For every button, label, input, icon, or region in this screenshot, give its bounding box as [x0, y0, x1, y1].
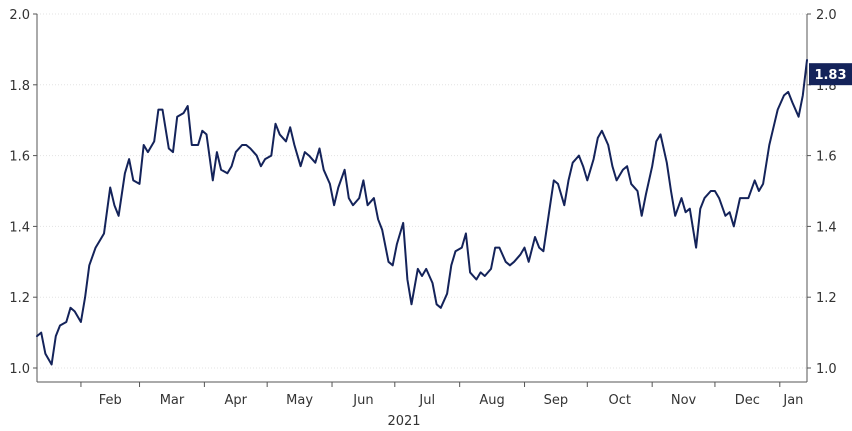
x-tick-label: Mar	[160, 393, 185, 408]
x-tick-label: Nov	[671, 393, 697, 408]
gridlines	[37, 13, 807, 369]
y-tick-label-left: 1.8	[9, 79, 30, 94]
y-tick-label-right: 2.0	[816, 8, 837, 23]
x-tick-label: Jan	[782, 393, 803, 408]
y-tick-label-left: 1.6	[9, 150, 30, 165]
x-axis-year-label: 2021	[387, 414, 420, 429]
axes	[33, 13, 811, 387]
x-tick-label: Feb	[99, 393, 122, 408]
y-tick-label-left: 1.2	[9, 291, 30, 306]
x-tick-label: Aug	[479, 393, 504, 408]
x-tick-label: May	[286, 393, 313, 408]
y-tick-label-left: 1.0	[9, 362, 30, 377]
series-layer	[36, 59, 808, 366]
y-tick-label-left: 2.0	[9, 8, 30, 23]
x-tick-label: Dec	[735, 393, 760, 408]
y-tick-label-right: 1.4	[816, 220, 837, 235]
x-tick-label: Oct	[608, 393, 630, 408]
y-tick-label-right: 1.0	[816, 362, 837, 377]
y-tick-label-left: 1.4	[9, 220, 30, 235]
x-tick-label: Jun	[352, 393, 373, 408]
last-value-label: 1.83	[814, 68, 846, 83]
series-line	[36, 59, 808, 366]
x-tick-label: Jul	[418, 393, 435, 408]
last-value-badge	[809, 63, 852, 86]
y-tick-label-right: 1.2	[816, 291, 837, 306]
y-tick-label-right: 1.6	[816, 150, 837, 165]
x-tick-label: Sep	[544, 393, 569, 408]
x-tick-label: Apr	[225, 393, 248, 408]
